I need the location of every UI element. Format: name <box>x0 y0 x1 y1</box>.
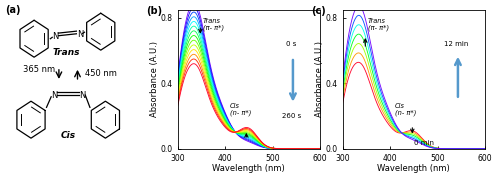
Text: Trans
(π- π*): Trans (π- π*) <box>202 18 224 31</box>
Y-axis label: Absorbance (A.U.): Absorbance (A.U.) <box>150 41 159 117</box>
Text: Cis
(n- π*): Cis (n- π*) <box>230 103 251 116</box>
Text: N: N <box>79 91 86 100</box>
Text: (b): (b) <box>146 5 162 15</box>
Y-axis label: Absorbance (A.U.): Absorbance (A.U.) <box>315 41 324 117</box>
Text: N: N <box>76 30 83 39</box>
Text: 0 min: 0 min <box>414 140 434 146</box>
X-axis label: Wavelength (nm): Wavelength (nm) <box>378 164 450 173</box>
Text: (a): (a) <box>4 5 20 15</box>
Text: (c): (c) <box>311 5 326 15</box>
Text: Cis
(n- π*): Cis (n- π*) <box>395 103 416 116</box>
Text: 0 s: 0 s <box>286 41 296 47</box>
Text: 450 nm: 450 nm <box>85 69 116 78</box>
Text: N: N <box>51 91 58 100</box>
Text: 12 min: 12 min <box>444 41 468 47</box>
Text: Trans: Trans <box>53 48 80 57</box>
Text: Trans
(π- π*): Trans (π- π*) <box>368 18 389 31</box>
Text: N: N <box>52 32 58 41</box>
Text: Cis: Cis <box>60 131 76 140</box>
Text: 260 s: 260 s <box>282 113 301 119</box>
Text: 365 nm: 365 nm <box>22 65 55 74</box>
X-axis label: Wavelength (nm): Wavelength (nm) <box>212 164 285 173</box>
